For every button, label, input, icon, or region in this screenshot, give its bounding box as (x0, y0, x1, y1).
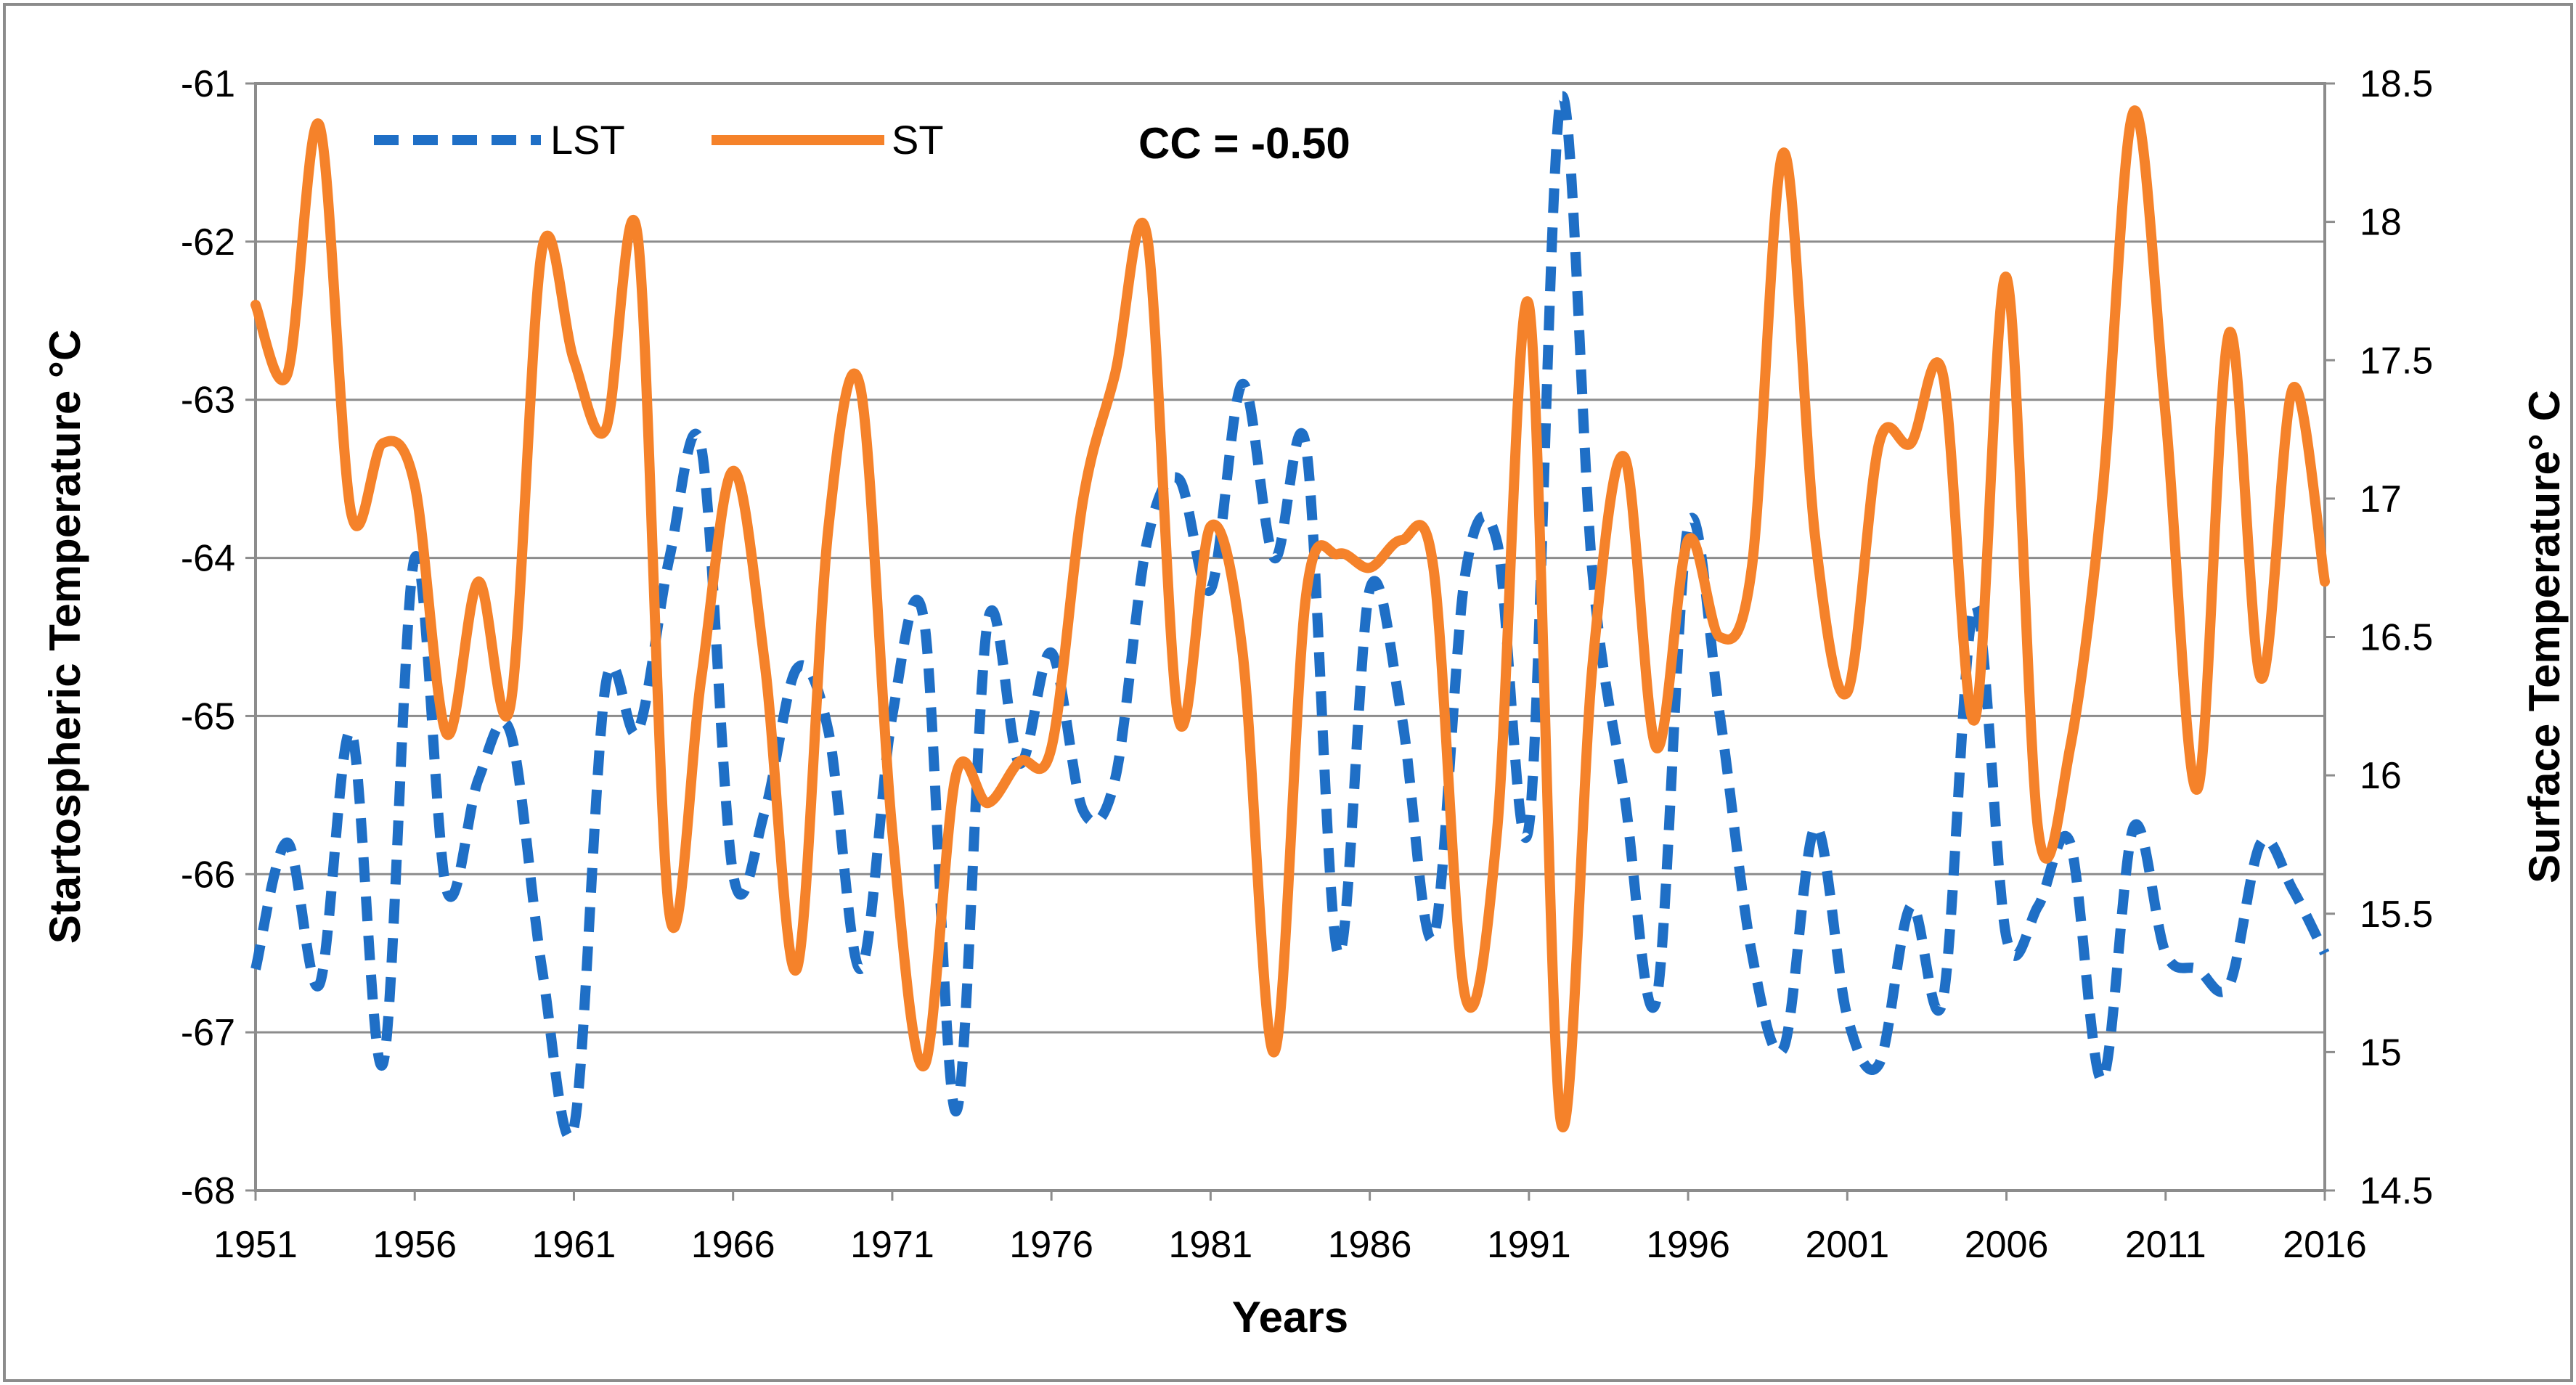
y-right-tick-label: 16 (2360, 755, 2402, 797)
x-tick-label: 1951 (213, 1224, 298, 1266)
y-left-tick-label: -66 (181, 854, 235, 896)
tick-marks (245, 82, 2335, 1201)
y-right-tick-label: 15 (2360, 1031, 2402, 1074)
y-left-tick-label: -68 (181, 1170, 235, 1212)
y-left-tick-label: -63 (181, 380, 235, 422)
y-right-tick-label: 17 (2360, 478, 2402, 520)
x-tick-label: 1986 (1328, 1224, 1412, 1266)
correlation-annotation: CC = -0.50 (1138, 119, 1350, 168)
x-tick-label: 1991 (1487, 1224, 1571, 1266)
y-left-tick-label: -65 (181, 695, 235, 738)
x-tick-label: 1976 (1009, 1224, 1093, 1266)
y-right-tick-label: 14.5 (2360, 1170, 2433, 1212)
right-axis-ticks: 18.5 18 17.5 17 16.5 16 15.5 15 14.5 (2360, 63, 2433, 1212)
y-axis-right-title: Surface Temperature° C (2520, 390, 2569, 883)
x-tick-label: 1971 (850, 1224, 934, 1266)
y-right-tick-label: 16.5 (2360, 617, 2433, 659)
y-right-tick-label: 18 (2360, 202, 2402, 244)
y-left-tick-label: -64 (181, 538, 235, 580)
y-right-tick-label: 17.5 (2360, 340, 2433, 382)
series-line-st (250, 105, 2330, 1132)
series-line-lst (250, 91, 2330, 1142)
x-tick-label: 2001 (1805, 1224, 1889, 1266)
x-tick-label: 1981 (1169, 1224, 1253, 1266)
x-tick-label: 1956 (372, 1224, 457, 1266)
chart-border (3, 3, 2573, 1382)
x-tick-label: 1966 (691, 1224, 775, 1266)
x-tick-label: 2011 (2125, 1224, 2206, 1266)
x-tick-label: 2006 (1965, 1224, 2049, 1266)
legend: LST ST (374, 117, 944, 163)
y-right-tick-label: 18.5 (2360, 63, 2433, 105)
x-tick-label: 1961 (532, 1224, 616, 1266)
y-left-tick-label: -61 (181, 63, 235, 105)
legend-st-label: ST (892, 117, 944, 163)
x-tick-label: 1996 (1646, 1224, 1730, 1266)
y-axis-left-title: Startospheric Temperature °C (41, 330, 89, 944)
x-tick-label: 2016 (2283, 1224, 2367, 1266)
x-axis-ticks: 1951 1956 1961 1966 1971 1976 1981 1986 1991 1996… (213, 1224, 2367, 1266)
series-layer (250, 91, 2330, 1142)
x-axis-title: Years (1232, 1293, 1348, 1341)
legend-lst-label: LST (550, 117, 625, 163)
y-left-tick-label: -62 (181, 221, 235, 263)
left-axis-ticks: -61 -62 -63 -64 -65 -66 -67 -68 (181, 63, 235, 1212)
y-left-tick-label: -67 (181, 1012, 235, 1054)
y-right-tick-label: 15.5 (2360, 894, 2433, 936)
